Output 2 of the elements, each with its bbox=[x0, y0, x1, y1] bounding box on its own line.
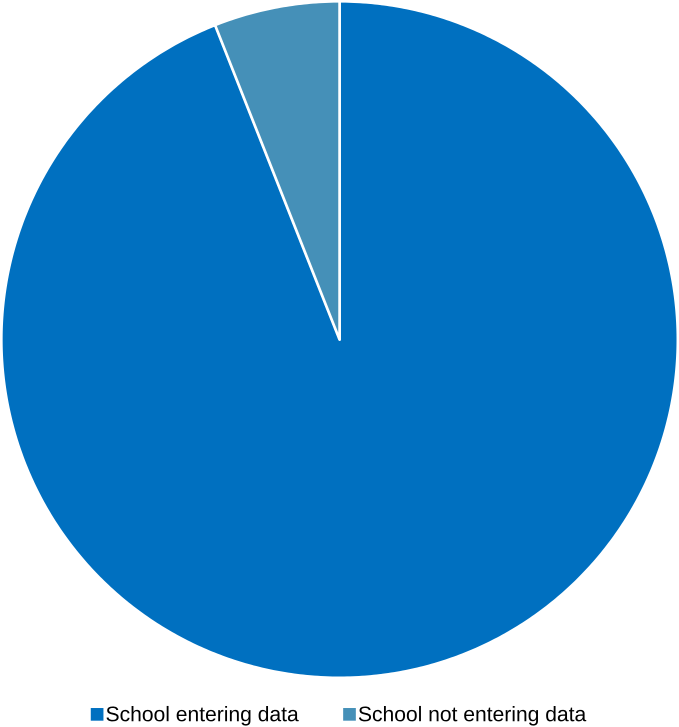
legend-label: School entering data bbox=[106, 706, 299, 726]
legend-label: School not entering data bbox=[358, 706, 586, 726]
